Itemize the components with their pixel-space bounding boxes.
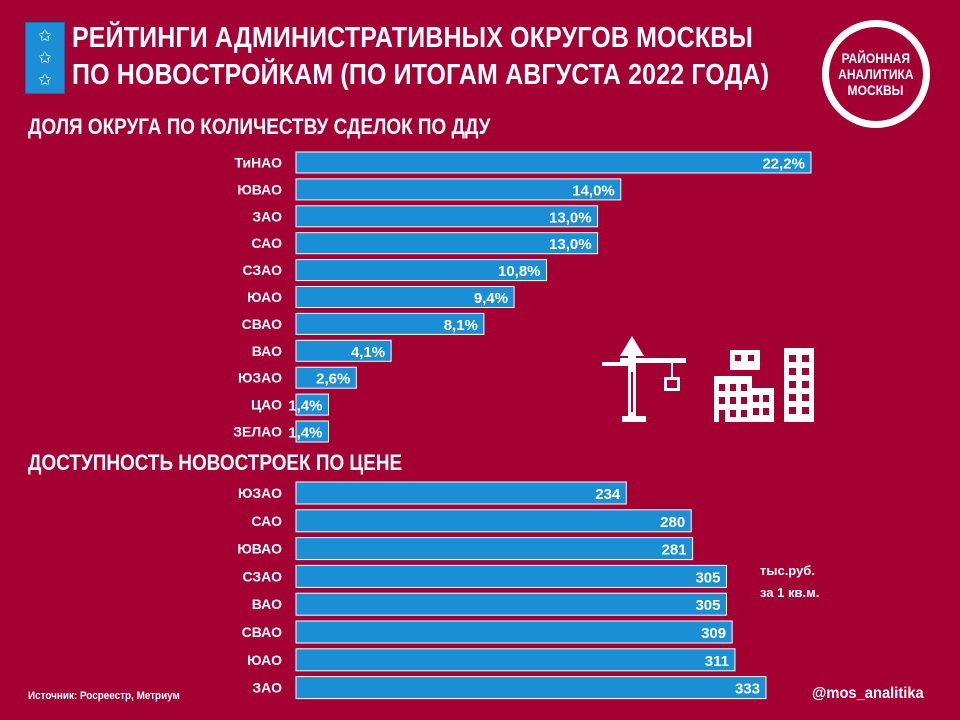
title-line-1: РЕЙТИНГИ АДМИНИСТРАТИВНЫХ ОКРУГОВ МОСКВЫ	[72, 22, 754, 54]
page-title: РЕЙТИНГИ АДМИНИСТРАТИВНЫХ ОКРУГОВ МОСКВЫ…	[72, 20, 769, 94]
star-icon: ✩	[38, 26, 52, 45]
bar	[295, 393, 329, 416]
bar	[295, 205, 599, 228]
value-label: 305	[695, 569, 720, 586]
category-label: ЮАО	[247, 289, 282, 305]
category-label: ЮАО	[247, 652, 282, 668]
category-label: СЗАО	[242, 568, 282, 584]
value-label: 8,1%	[444, 317, 478, 334]
unit-note: тыс.руб. за 1 кв.м.	[760, 560, 819, 604]
bar	[295, 592, 727, 616]
category-label: СЗАО	[242, 262, 282, 278]
value-label: 1,4%	[288, 398, 322, 415]
bar	[295, 537, 694, 561]
value-label: 305	[695, 597, 720, 614]
value-label: 309	[701, 625, 726, 642]
value-label: 13,0%	[549, 236, 592, 253]
bar	[295, 339, 392, 362]
bar	[295, 232, 599, 255]
construction-crane-buildings-icon	[602, 336, 814, 422]
category-label: ЗАО	[252, 680, 282, 696]
value-label: 22,2%	[762, 156, 805, 173]
bar	[295, 151, 812, 174]
value-label: 10,8%	[498, 263, 541, 280]
category-label: ТиНАО	[234, 155, 282, 171]
source-text: Источник: Росреестр, Метриум	[28, 690, 180, 702]
bar	[295, 420, 329, 443]
bar	[295, 676, 767, 700]
logo-seal: РАЙОННАЯ АНАЛИТИКА МОСКВЫ	[822, 20, 930, 128]
logo-inner: РАЙОННАЯ АНАЛИТИКА МОСКВЫ	[829, 27, 923, 121]
value-label: 281	[662, 542, 687, 559]
unit-note-line-1: тыс.руб.	[760, 563, 815, 578]
bar	[295, 620, 733, 644]
value-label: 2,6%	[316, 371, 350, 388]
bar	[295, 312, 485, 335]
category-label: ЦАО	[251, 397, 282, 413]
logo-line-1: РАЙОННАЯ	[841, 50, 911, 66]
category-label: СВАО	[242, 624, 282, 640]
category-label: ВАО	[252, 596, 282, 612]
value-label: 9,4%	[474, 290, 508, 307]
value-label: 234	[595, 486, 621, 503]
value-label: 280	[660, 514, 685, 531]
title-line-2: ПО НОВОСТРОЙКАМ (ПО ИТОГАМ АВГУСТА 2022 …	[72, 59, 770, 91]
logo-line-2: АНАЛИТИКА	[838, 66, 914, 82]
category-label: ЮЗАО	[238, 370, 282, 386]
category-label: СВАО	[242, 316, 282, 332]
star-icon: ✩	[38, 70, 52, 89]
bar	[295, 259, 548, 282]
bar	[295, 509, 692, 533]
category-label: САО	[251, 513, 282, 529]
logo-line-3: МОСКВЫ	[848, 82, 904, 98]
chart-2-title: ДОСТУПНОСТЬ НОВОСТРОЕК ПО ЦЕНЕ	[28, 450, 403, 475]
chart-1-title: ДОЛЯ ОКРУГА ПО КОЛИЧЕСТВУ СДЕЛОК ПО ДДУ	[28, 114, 491, 139]
bar	[295, 648, 736, 672]
bar	[295, 366, 357, 389]
value-label: 311	[705, 653, 729, 670]
category-label: ЗАО	[252, 208, 282, 224]
stars-badge: ✩ ✩ ✩	[25, 22, 65, 94]
value-label: 1,4%	[288, 425, 322, 442]
value-label: 14,0%	[572, 182, 615, 199]
bar	[295, 481, 627, 505]
category-label: ЮВАО	[237, 541, 282, 557]
star-icon: ✩	[38, 48, 52, 67]
category-label: ЮЗАО	[238, 485, 282, 501]
social-handle: @mos_analitika	[812, 685, 924, 702]
value-label: 4,1%	[351, 344, 385, 361]
bar	[295, 178, 622, 201]
category-label: ВАО	[252, 343, 282, 359]
category-label: ЮВАО	[237, 181, 282, 197]
value-label: 13,0%	[549, 209, 592, 226]
value-label: 333	[735, 681, 760, 698]
bar	[295, 286, 515, 308]
bar	[295, 564, 727, 588]
category-label: ЗЕЛАО	[233, 424, 282, 440]
unit-note-line-2: за 1 кв.м.	[760, 585, 820, 600]
category-label: САО	[251, 235, 282, 251]
